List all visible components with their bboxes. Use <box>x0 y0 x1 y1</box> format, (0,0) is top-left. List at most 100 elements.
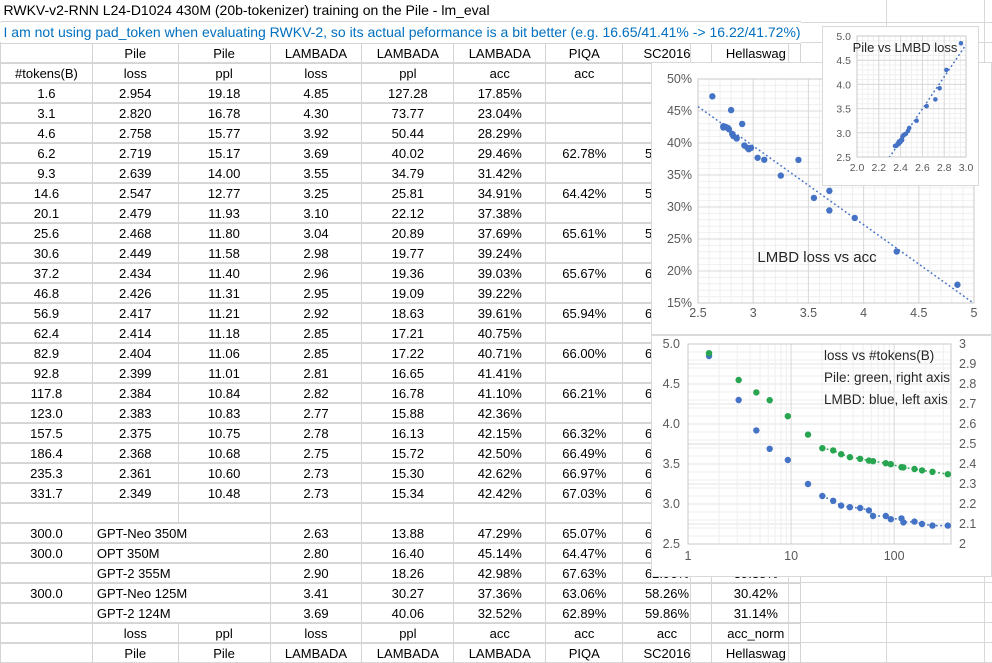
table-cell[interactable]: 3.04 <box>269 223 363 244</box>
table-cell[interactable]: 2.73 <box>269 463 363 484</box>
footer-header[interactable]: acc <box>545 623 624 644</box>
table-cell[interactable]: 2.78 <box>269 423 363 444</box>
column-header[interactable]: Pile <box>91 43 179 64</box>
footer-header[interactable]: acc_norm <box>710 623 802 644</box>
table-cell[interactable]: 15.30 <box>361 463 455 484</box>
sheet-title[interactable]: RWKV-v2-RNN L24-D1024 430M (20b-tokenize… <box>0 0 801 22</box>
table-cell[interactable] <box>91 503 179 524</box>
table-cell[interactable]: 2.954 <box>91 83 179 104</box>
table-cell[interactable]: 2.399 <box>91 363 179 384</box>
table-cell[interactable]: 6.2 <box>0 143 93 164</box>
table-cell[interactable]: 62.78% <box>545 143 624 164</box>
table-cell[interactable]: 2.96 <box>269 263 363 284</box>
table-cell[interactable]: 30.6 <box>0 243 93 264</box>
table-cell[interactable]: 25.81 <box>361 183 455 204</box>
table-cell[interactable] <box>453 503 547 524</box>
table-cell[interactable]: 4.30 <box>269 103 363 124</box>
footer-header[interactable]: PIQA <box>545 643 624 663</box>
table-cell[interactable]: 17.22 <box>361 343 455 364</box>
table-cell[interactable]: 63.06% <box>545 583 624 604</box>
table-cell[interactable]: 42.15% <box>453 423 547 444</box>
table-cell[interactable]: 73.77 <box>361 103 455 124</box>
column-header[interactable] <box>0 43 93 64</box>
table-cell[interactable]: 11.31 <box>177 283 271 304</box>
table-cell[interactable]: 11.93 <box>177 203 271 224</box>
table-cell[interactable]: 23.04% <box>453 103 547 124</box>
table-cell[interactable]: 2.368 <box>91 443 179 464</box>
footer-header[interactable]: acc <box>453 623 547 644</box>
table-cell[interactable]: 67.63% <box>545 563 624 584</box>
footer-header[interactable]: SC2016 <box>622 643 712 663</box>
chart-pile-vs-lmbd-loss[interactable]: 2.0 2.2 2.4 2.6 2.8 3.0 2.5 3.0 3.5 4.0 4.5 5.0 Pile… <box>822 26 979 186</box>
table-cell[interactable]: 19.09 <box>361 283 455 304</box>
table-cell[interactable]: 15.77 <box>177 123 271 144</box>
table-cell[interactable]: 2.404 <box>91 343 179 364</box>
table-cell[interactable]: 17.21 <box>361 323 455 344</box>
table-cell[interactable]: 3.92 <box>269 123 363 144</box>
table-cell[interactable]: 300.0 <box>0 543 93 564</box>
table-cell[interactable]: 34.91% <box>453 183 547 204</box>
table-cell[interactable]: 10.75 <box>177 423 271 444</box>
table-cell[interactable]: 40.75% <box>453 323 547 344</box>
table-cell[interactable]: 64.47% <box>545 543 624 564</box>
footer-header[interactable]: LAMBADA <box>453 643 547 663</box>
table-cell[interactable] <box>545 243 624 264</box>
table-cell[interactable]: 47.29% <box>453 523 547 544</box>
table-cell[interactable]: 1.6 <box>0 83 93 104</box>
table-cell[interactable]: 300.0 <box>0 523 93 544</box>
table-cell[interactable]: 9.3 <box>0 163 93 184</box>
footer-header[interactable]: Hellaswag <box>710 643 802 663</box>
table-cell[interactable]: 65.07% <box>545 523 624 544</box>
table-cell[interactable]: 235.3 <box>0 463 93 484</box>
table-cell[interactable]: 2.426 <box>91 283 179 304</box>
table-cell[interactable]: 82.9 <box>0 343 93 364</box>
table-cell[interactable] <box>361 503 455 524</box>
table-cell[interactable] <box>0 503 93 524</box>
table-cell[interactable]: 25.6 <box>0 223 93 244</box>
footer-header[interactable] <box>0 623 93 644</box>
table-cell[interactable]: 2.63 <box>269 523 363 544</box>
table-cell[interactable]: 11.58 <box>177 243 271 264</box>
table-cell[interactable]: 66.32% <box>545 423 624 444</box>
table-cell[interactable]: 2.434 <box>91 263 179 284</box>
table-cell[interactable]: 2.414 <box>91 323 179 344</box>
table-cell[interactable]: 10.60 <box>177 463 271 484</box>
table-cell[interactable]: 20.89 <box>361 223 455 244</box>
table-cell[interactable]: 2.375 <box>91 423 179 444</box>
table-cell[interactable]: 2.349 <box>91 483 179 504</box>
column-header[interactable]: loss <box>269 63 363 84</box>
table-cell[interactable]: 11.40 <box>177 263 271 284</box>
column-header[interactable]: LAMBADA <box>269 43 363 64</box>
table-cell[interactable]: 19.77 <box>361 243 455 264</box>
table-cell[interactable]: 92.8 <box>0 363 93 384</box>
column-header[interactable]: LAMBADA <box>453 43 547 64</box>
table-cell[interactable] <box>545 163 624 184</box>
table-cell[interactable]: 67.03% <box>545 483 624 504</box>
table-cell[interactable]: 66.00% <box>545 343 624 364</box>
column-header[interactable]: Hellaswag <box>710 43 802 64</box>
table-cell[interactable]: 18.63 <box>361 303 455 324</box>
table-cell[interactable]: 32.52% <box>453 603 547 624</box>
column-header[interactable]: ppl <box>361 63 455 84</box>
table-cell[interactable]: 39.24% <box>453 243 547 264</box>
table-cell[interactable] <box>0 603 93 624</box>
footer-header[interactable]: ppl <box>361 623 455 644</box>
table-cell[interactable]: 18.26 <box>361 563 455 584</box>
table-cell[interactable]: 39.22% <box>453 283 547 304</box>
table-cell[interactable]: 59.86% <box>622 603 712 624</box>
table-cell[interactable]: 16.40 <box>361 543 455 564</box>
table-cell[interactable]: 3.1 <box>0 103 93 124</box>
table-cell[interactable]: 12.77 <box>177 183 271 204</box>
table-cell[interactable]: 2.639 <box>91 163 179 184</box>
table-cell[interactable] <box>545 503 624 524</box>
table-cell[interactable]: 2.449 <box>91 243 179 264</box>
table-cell[interactable]: 13.88 <box>361 523 455 544</box>
table-cell[interactable]: 11.06 <box>177 343 271 364</box>
footer-header[interactable]: Pile <box>177 643 271 663</box>
table-cell[interactable]: 37.38% <box>453 203 547 224</box>
table-cell[interactable]: 40.02 <box>361 143 455 164</box>
table-cell[interactable]: 16.78 <box>177 103 271 124</box>
column-header[interactable]: ppl <box>177 63 271 84</box>
table-cell[interactable]: 41.41% <box>453 363 547 384</box>
column-header[interactable]: loss <box>91 63 179 84</box>
